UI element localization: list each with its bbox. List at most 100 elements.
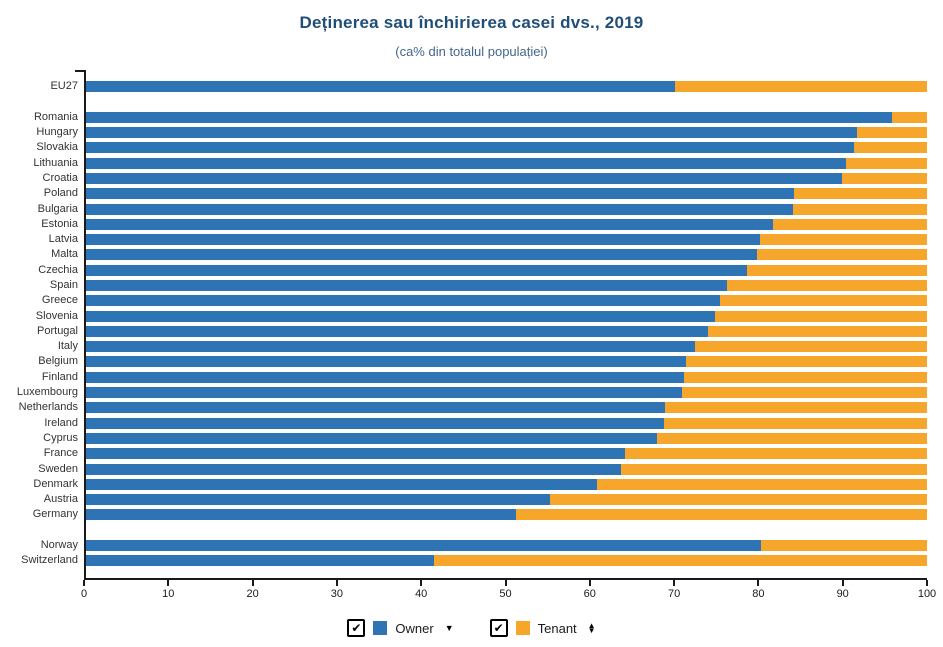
tenant-bar-segment[interactable] <box>761 540 927 552</box>
bar-row: Ireland <box>0 416 930 431</box>
owner-bar-segment[interactable] <box>86 142 854 154</box>
category-label: France <box>43 447 78 460</box>
x-axis-tick <box>588 580 591 586</box>
owner-bar-segment[interactable] <box>86 188 795 200</box>
x-axis-tick-label: 10 <box>162 588 175 600</box>
tenant-bar-segment[interactable] <box>891 111 927 123</box>
x-axis-tick <box>251 580 254 586</box>
owner-bar-segment[interactable] <box>86 295 721 307</box>
bar-track <box>86 325 927 337</box>
tenant-bar-segment[interactable] <box>683 371 927 383</box>
tenant-bar-segment[interactable] <box>715 310 927 322</box>
tenant-bar-segment[interactable] <box>846 157 927 169</box>
legend-item-owner: ✔ Owner ▼ <box>347 619 454 637</box>
tenant-bar-segment[interactable] <box>685 356 927 368</box>
bar-row: Cyprus <box>0 431 930 446</box>
tenant-bar-segment[interactable] <box>757 249 927 261</box>
bar-row: Malta <box>0 247 930 262</box>
category-label: Luxembourg <box>16 386 78 399</box>
tenant-bar-segment[interactable] <box>747 264 927 276</box>
owner-bar-segment[interactable] <box>86 555 435 567</box>
owner-bar-segment[interactable] <box>86 494 551 506</box>
category-label: Bulgaria <box>37 202 78 215</box>
tenant-bar-segment[interactable] <box>726 280 927 291</box>
bar-row: Switzerland <box>0 553 930 568</box>
x-axis-tick <box>167 580 170 586</box>
owner-bar-segment[interactable] <box>86 157 847 169</box>
category-label: Italy <box>57 340 78 353</box>
x-axis-tick-label: 80 <box>752 588 765 600</box>
owner-bar-segment[interactable] <box>86 387 683 399</box>
owner-bar-segment[interactable] <box>86 417 664 429</box>
tenant-bar-segment[interactable] <box>857 127 927 139</box>
category-label: Switzerland <box>21 554 78 567</box>
legend-checkbox-tenant[interactable]: ✔ <box>489 619 508 637</box>
tenant-bar-segment[interactable] <box>682 387 927 399</box>
category-label: Slovenia <box>35 309 78 322</box>
owner-bar-segment[interactable] <box>86 218 774 230</box>
bar-track <box>86 540 927 552</box>
owner-bar-segment[interactable] <box>86 172 843 184</box>
owner-bar-segment[interactable] <box>86 341 695 353</box>
owner-bar-segment[interactable] <box>86 234 761 246</box>
owner-bar-segment[interactable] <box>86 111 892 123</box>
owner-bar-segment[interactable] <box>86 310 716 322</box>
tenant-bar-segment[interactable] <box>620 463 927 475</box>
tenant-bar-segment[interactable] <box>657 432 927 444</box>
tenant-bar-segment[interactable] <box>842 172 927 184</box>
bar-track <box>86 478 927 490</box>
legend-checkbox-owner[interactable]: ✔ <box>347 619 366 637</box>
owner-bar-segment[interactable] <box>86 203 794 215</box>
tenant-bar-segment[interactable] <box>550 494 927 506</box>
owner-bar-segment[interactable] <box>86 540 762 552</box>
owner-bar-segment[interactable] <box>86 325 709 337</box>
tenant-bar-segment[interactable] <box>793 203 927 215</box>
legend-label-tenant: Tenant <box>537 620 577 636</box>
owner-bar-segment[interactable] <box>86 81 675 93</box>
sort-updown-icon[interactable]: ▲ ▼ <box>587 620 596 635</box>
tenant-bar-segment[interactable] <box>674 81 927 93</box>
owner-bar-segment[interactable] <box>86 509 516 521</box>
bar-track <box>86 280 927 291</box>
owner-bar-segment[interactable] <box>86 432 658 444</box>
y-axis-top-tick <box>75 70 84 72</box>
bar-track <box>86 234 927 246</box>
owner-bar-segment[interactable] <box>86 356 686 368</box>
owner-bar-segment[interactable] <box>86 371 684 383</box>
bar-row: Slovakia <box>0 140 930 155</box>
x-axis-tick-label: 20 <box>246 588 259 600</box>
legend-label-owner: Owner <box>395 620 434 636</box>
tenant-bar-segment[interactable] <box>665 402 927 414</box>
tenant-bar-segment[interactable] <box>708 325 927 337</box>
tenant-bar-segment[interactable] <box>794 188 927 200</box>
owner-bar-segment[interactable] <box>86 478 598 490</box>
tenant-bar-segment[interactable] <box>434 555 927 567</box>
tenant-bar-segment[interactable] <box>597 478 927 490</box>
owner-bar-segment[interactable] <box>86 402 666 414</box>
owner-bar-segment[interactable] <box>86 280 727 291</box>
owner-bar-segment[interactable] <box>86 264 748 276</box>
bar-track <box>86 172 927 184</box>
owner-bar-segment[interactable] <box>86 448 626 460</box>
caret-down-icon[interactable]: ▼ <box>444 623 454 633</box>
tenant-bar-segment[interactable] <box>720 295 927 307</box>
owner-bar-segment[interactable] <box>86 127 858 139</box>
tenant-bar-segment[interactable] <box>853 142 927 154</box>
tenant-bar-segment[interactable] <box>663 417 927 429</box>
bar-track <box>86 203 927 215</box>
bar-row: Spain <box>0 278 930 293</box>
bar-track <box>86 264 927 276</box>
tenant-bar-segment[interactable] <box>694 341 927 353</box>
tenant-bar-segment[interactable] <box>625 448 927 460</box>
bar-row: Portugal <box>0 324 930 339</box>
x-axis-tick <box>83 580 85 586</box>
bar-row: Sweden <box>0 461 930 476</box>
category-label: Malta <box>51 248 78 261</box>
owner-bar-segment[interactable] <box>86 463 621 475</box>
tenant-bar-segment[interactable] <box>760 234 927 246</box>
tenant-bar-segment[interactable] <box>515 509 927 521</box>
tenant-bar-segment[interactable] <box>773 218 927 230</box>
category-label: Slovakia <box>36 141 78 154</box>
bar-row: Croatia <box>0 171 930 186</box>
owner-bar-segment[interactable] <box>86 249 758 261</box>
